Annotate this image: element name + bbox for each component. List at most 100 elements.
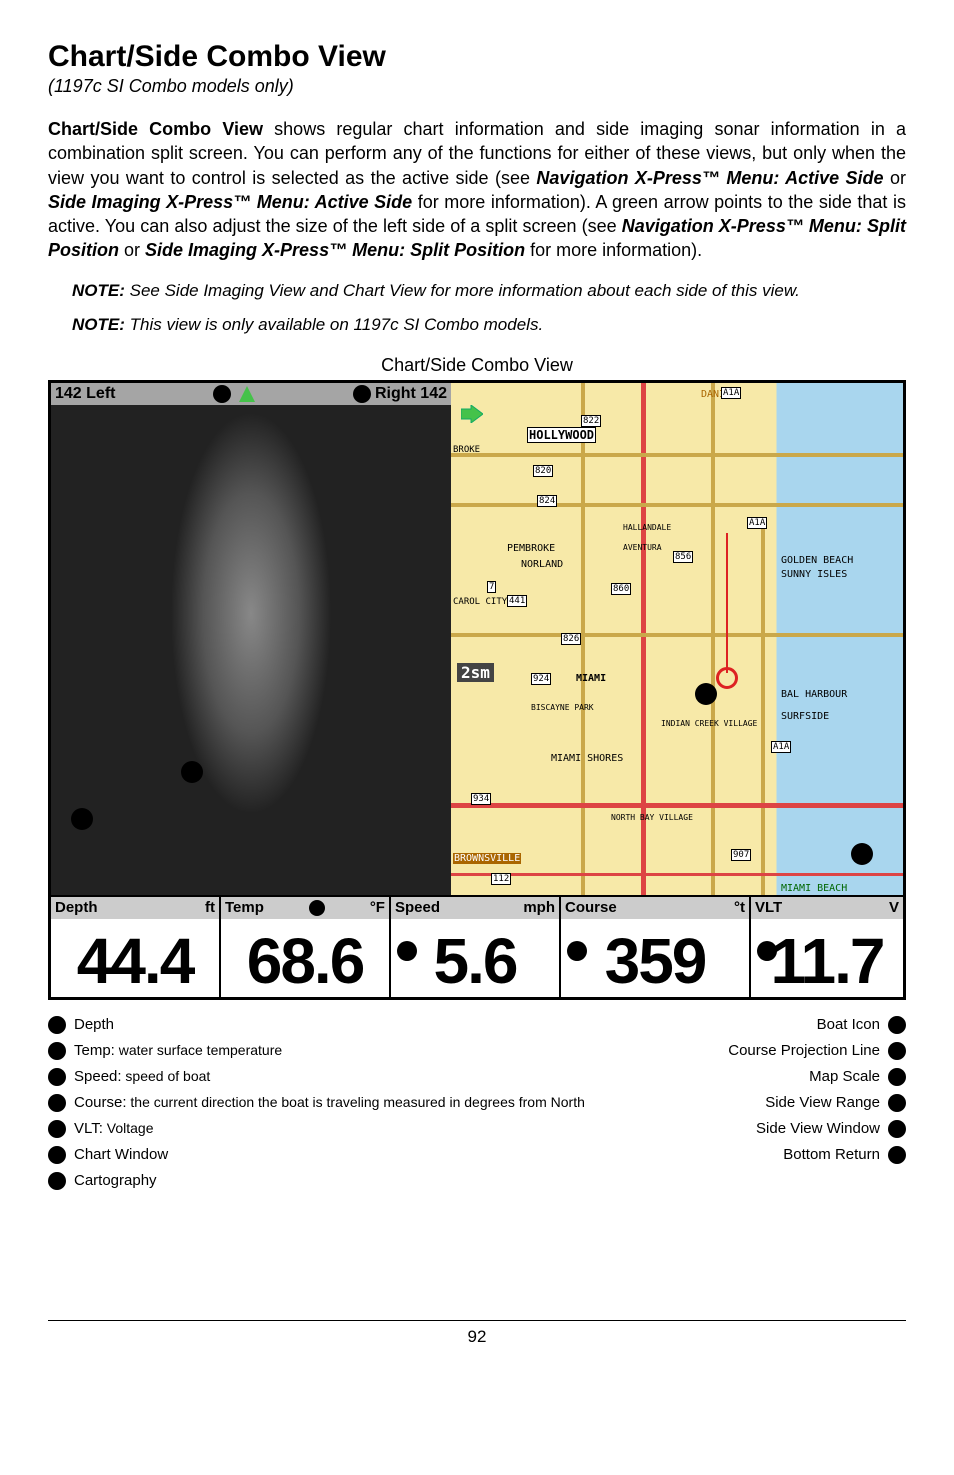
vlt-cell: VLT V 11.7 <box>751 897 903 1000</box>
map-label: BAL HARBOUR <box>781 689 847 700</box>
legend-label: VLT: <box>74 1120 103 1137</box>
legend-text: Side View Window <box>756 1120 880 1137</box>
cell-unit: V <box>889 899 899 916</box>
callout-dot-icon <box>695 683 717 705</box>
para-emph: Navigation X-Press™ Menu: Active Side <box>536 168 883 188</box>
cell-header: Temp °F <box>221 897 389 919</box>
cell-label: VLT <box>755 899 782 916</box>
legend-label: Cartography <box>74 1172 157 1189</box>
legend-item: Cartography <box>48 1172 585 1190</box>
para-lead: Chart/Side Combo View <box>48 119 263 139</box>
route-shield: 822 <box>581 415 601 427</box>
legend-text: Speed: speed of boat <box>74 1068 210 1085</box>
callout-dot-icon <box>309 900 325 916</box>
callout-dot-icon <box>181 761 203 783</box>
legend-text: Depth <box>74 1016 114 1033</box>
side-range-left: 142 Left <box>55 385 115 403</box>
legend-dot-icon <box>48 1094 66 1112</box>
legend-item: Depth <box>48 1016 585 1034</box>
body-paragraph: Chart/Side Combo View shows regular char… <box>48 117 906 263</box>
legend-dot-icon <box>48 1120 66 1138</box>
legend-dot-icon <box>888 1094 906 1112</box>
cell-label: Depth <box>55 899 98 916</box>
map-label: MIAMI BEACH <box>781 883 847 894</box>
legend-text: Course: the current direction the boat i… <box>74 1094 585 1111</box>
legend-dot-icon <box>888 1120 906 1138</box>
cell-unit: ft <box>205 899 215 916</box>
notes-block: NOTE: See Side Imaging View and Chart Vi… <box>72 281 906 335</box>
legend-text: Boat Icon <box>817 1016 880 1033</box>
depth-value: 44.4 <box>51 919 219 1000</box>
callout-dot-icon <box>567 941 587 961</box>
legend-item: Course: the current direction the boat i… <box>48 1094 585 1112</box>
cell-label: Course <box>565 899 617 916</box>
legend-left-col: Depth Temp: water surface temperature Sp… <box>48 1016 585 1190</box>
legend-label: Chart Window <box>74 1146 168 1163</box>
legend-item: Bottom Return <box>728 1146 906 1164</box>
road <box>581 383 585 895</box>
course-projection-line <box>726 533 728 673</box>
legend-label: Speed: <box>74 1068 122 1085</box>
legend-dot-icon <box>48 1172 66 1190</box>
side-header-right-group: Right 142 <box>353 385 447 403</box>
route-shield: A1A <box>771 741 791 753</box>
map-label: SUNNY ISLES <box>781 569 847 580</box>
legend-dot-icon <box>888 1146 906 1164</box>
legend-text: VLT: Voltage <box>74 1120 154 1137</box>
screenshot: 142 Left Right 142 <box>48 380 906 1000</box>
callout-dot-icon <box>397 941 417 961</box>
para-text: or <box>119 240 145 260</box>
figure-title: Chart/Side Combo View <box>48 355 906 376</box>
map-label: INDIAN CREEK VILLAGE <box>661 719 757 728</box>
route-shield: 7 <box>487 581 496 593</box>
legend-item: Side View Range <box>728 1094 906 1112</box>
legend-item: VLT: Voltage <box>48 1120 585 1138</box>
map-label: GOLDEN BEACH <box>781 555 853 566</box>
course-cell: Course °t 359 <box>561 897 751 1000</box>
cell-header: Speed mph <box>391 897 559 919</box>
map-label: MIAMI SHORES <box>551 753 623 764</box>
map-label: NORTH BAY VILLAGE <box>611 813 693 822</box>
active-arrow-icon <box>461 405 483 423</box>
speed-value: 5.6 <box>391 919 559 1000</box>
active-triangle-icon <box>239 386 255 402</box>
legend-text: Map Scale <box>809 1068 880 1085</box>
route-shield: 820 <box>533 465 553 477</box>
legend-dot-icon <box>48 1042 66 1060</box>
data-bar: Depth ft 44.4 Temp °F 68.6 Speed mph 5.6… <box>51 895 903 1000</box>
map-label: BROKE <box>453 445 480 455</box>
note-lead: NOTE: <box>72 315 125 334</box>
legend-sub: water surface temperature <box>115 1042 282 1058</box>
legend-item: Map Scale <box>728 1068 906 1086</box>
note-lead: NOTE: <box>72 281 125 300</box>
legend-sub: the current direction the boat is travel… <box>127 1094 585 1110</box>
temp-value: 68.6 <box>221 919 389 1000</box>
page-subtitle: (1197c SI Combo models only) <box>48 76 906 97</box>
chart-window: HOLLYWOOD DANIA PEMBROKE NORLAND GOLDEN … <box>451 383 903 895</box>
speed-cell: Speed mph 5.6 <box>391 897 561 1000</box>
vlt-value: 11.7 <box>751 919 903 1000</box>
legend-text: Cartography <box>74 1172 157 1189</box>
route-shield: A1A <box>721 387 741 399</box>
cell-unit: °F <box>370 899 385 916</box>
highway <box>451 803 903 808</box>
legend-text: Temp: water surface temperature <box>74 1042 282 1059</box>
legend: Depth Temp: water surface temperature Sp… <box>48 1016 906 1190</box>
road <box>451 633 903 637</box>
legend-dot-icon <box>888 1068 906 1086</box>
para-emph: Side Imaging X-Press™ Menu: Active Side <box>48 192 412 212</box>
legend-label: Course: <box>74 1094 127 1111</box>
map-label: BISCAYNE PARK <box>531 703 594 712</box>
road <box>451 453 903 457</box>
legend-label: Temp: <box>74 1042 115 1059</box>
legend-dot-icon <box>888 1016 906 1034</box>
temp-cell: Temp °F 68.6 <box>221 897 391 1000</box>
route-shield: 826 <box>561 633 581 645</box>
map-scale: 2sm <box>457 663 494 682</box>
map-label: NORLAND <box>521 559 563 570</box>
route-shield: 824 <box>537 495 557 507</box>
legend-dot-icon <box>48 1068 66 1086</box>
page-title: Chart/Side Combo View <box>48 40 906 74</box>
road <box>451 503 903 507</box>
legend-item: Speed: speed of boat <box>48 1068 585 1086</box>
